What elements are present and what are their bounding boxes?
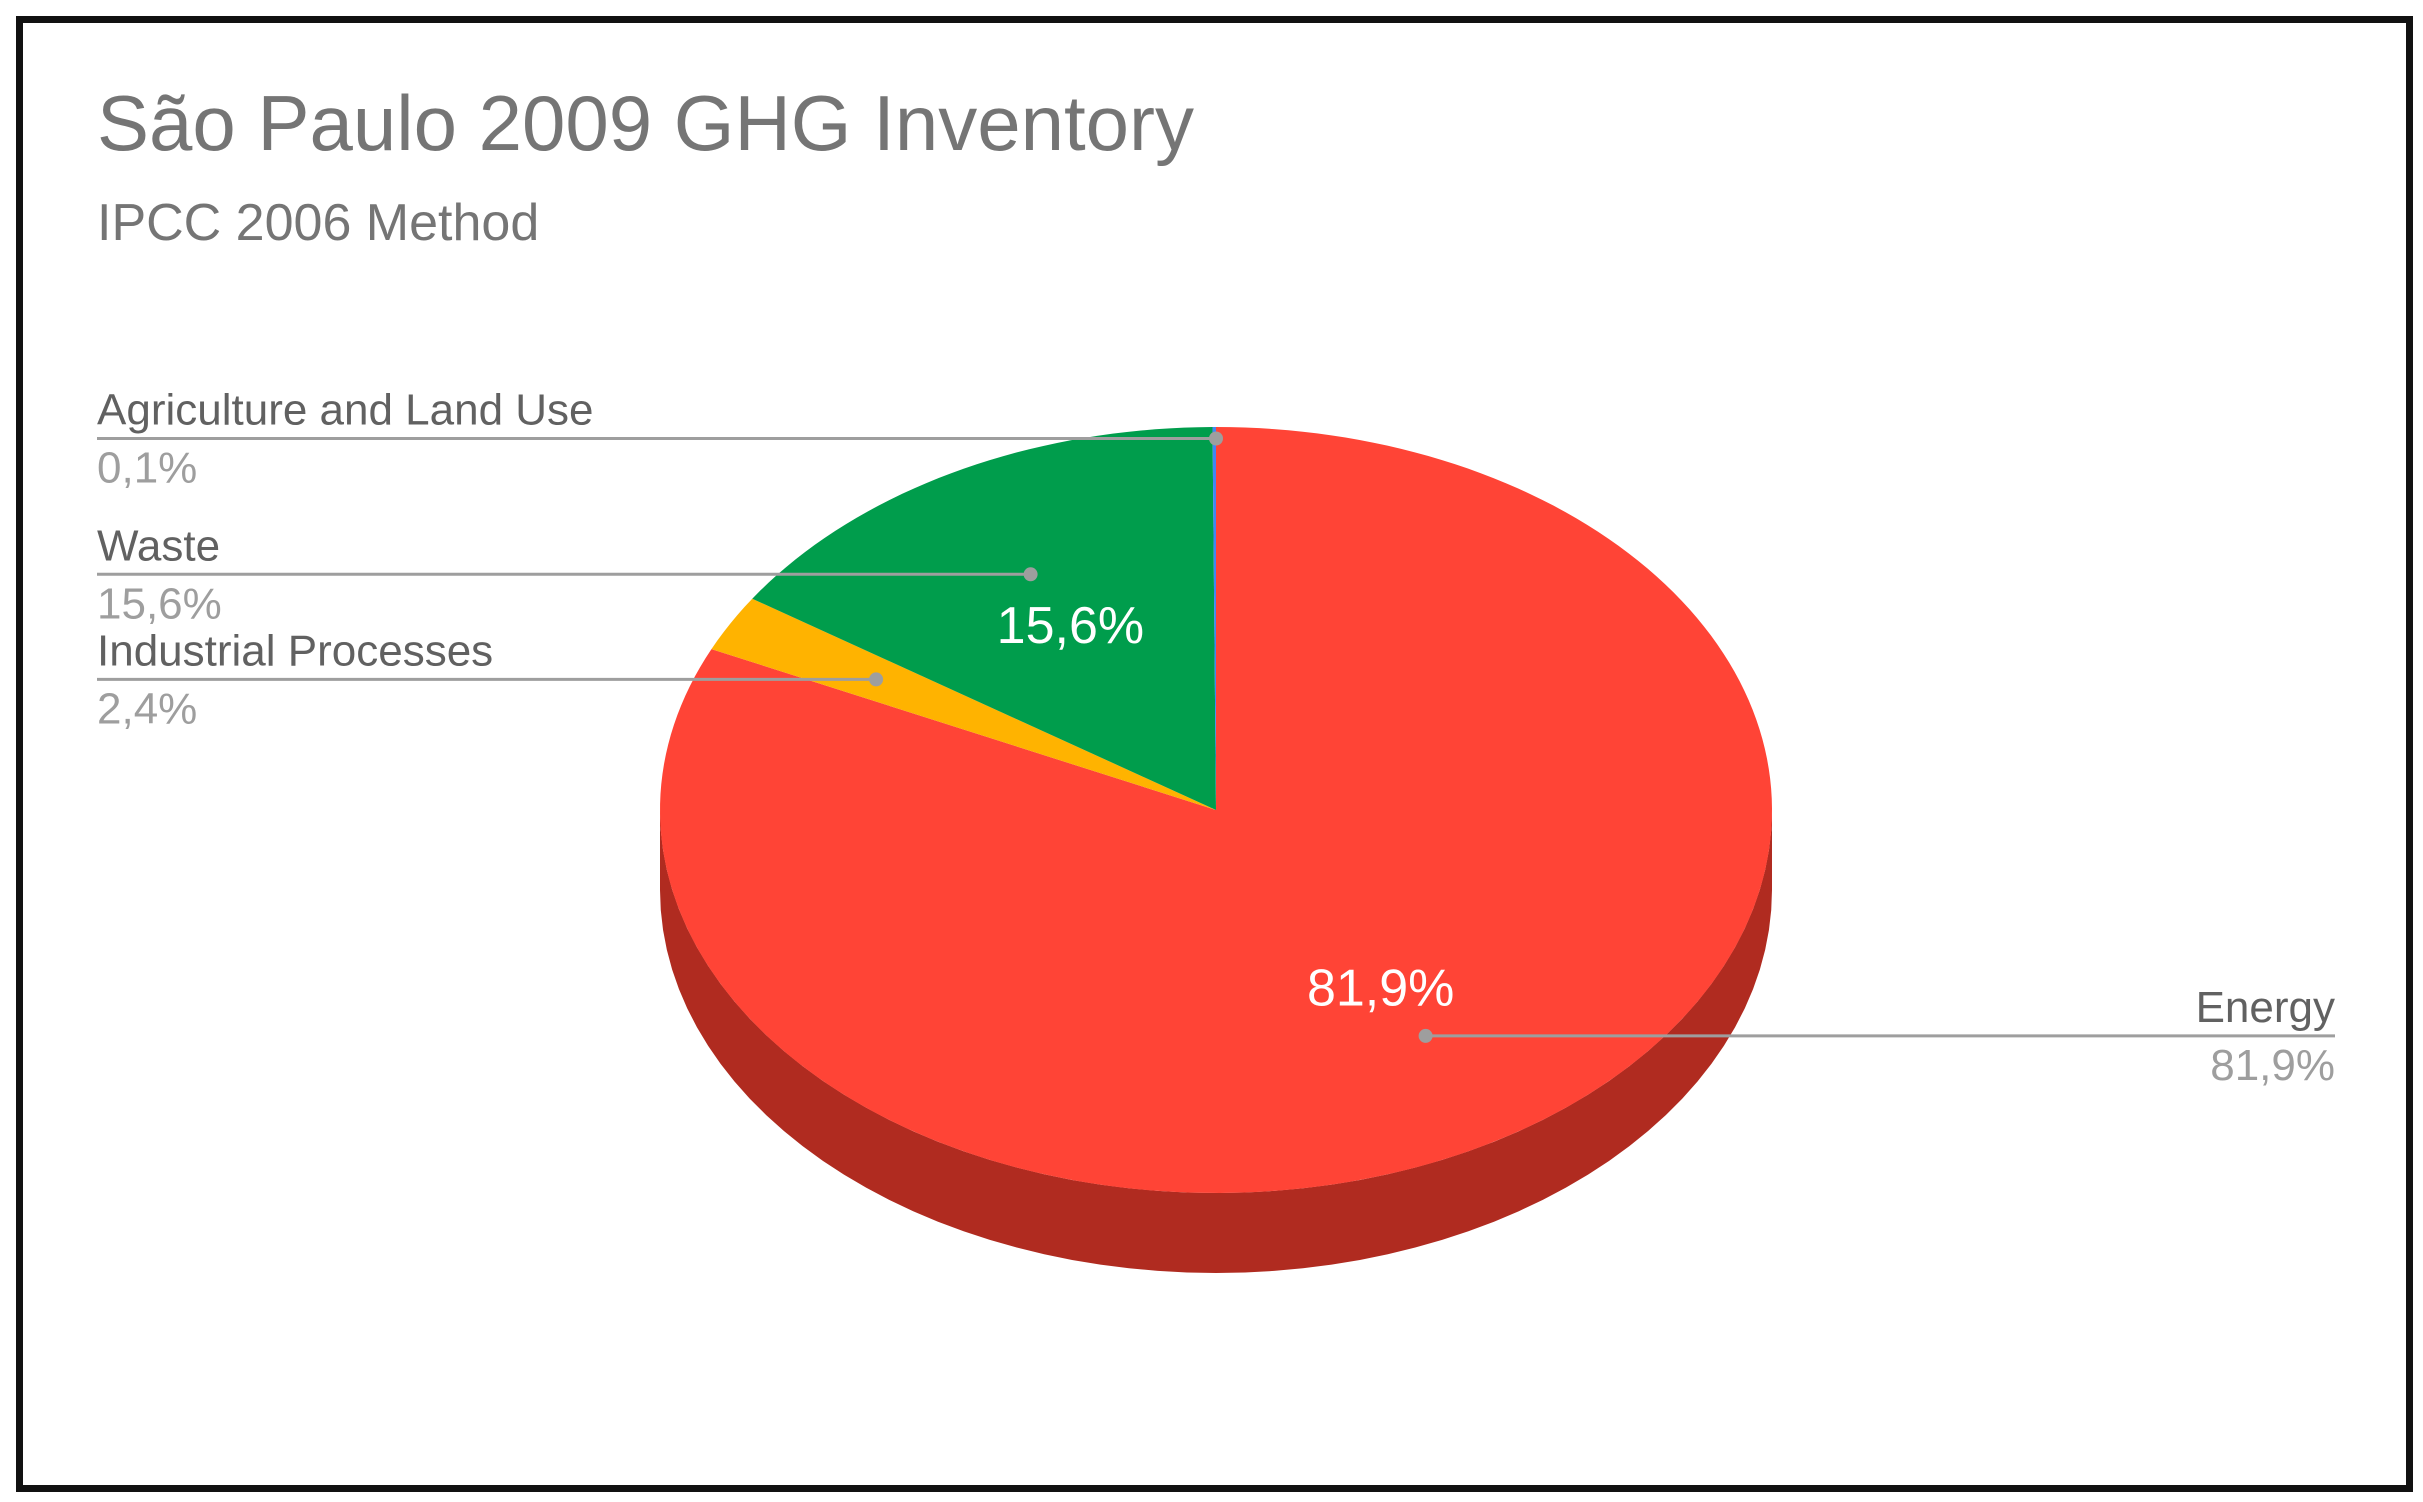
pie-tops: 81,9% 15,6% bbox=[660, 427, 1772, 1193]
slice-industrial-processes bbox=[711, 598, 1216, 810]
leader-dot-industrial-processes bbox=[869, 672, 884, 687]
leader-dot-agriculture-and-land-use bbox=[1209, 431, 1223, 446]
callout-label-agriculture-and-land-use: Agriculture and Land Use bbox=[97, 386, 594, 435]
chart-subtitle: IPCC 2006 Method bbox=[97, 194, 540, 252]
callout-label-energy: Energy bbox=[2196, 983, 2335, 1032]
leader-dot-waste bbox=[1023, 567, 1038, 582]
callout-value-agriculture-and-land-use: 0,1% bbox=[97, 444, 197, 493]
callout-energy: Energy 81,9% bbox=[1418, 983, 2335, 1090]
pie-sides bbox=[660, 810, 1772, 1273]
callout-waste: Waste 15,6% bbox=[97, 521, 1038, 628]
leader-dot-energy bbox=[1418, 1028, 1433, 1043]
callout-agriculture-and-land-use: Agriculture and Land Use 0,1% bbox=[97, 386, 1223, 493]
slice-side-energy bbox=[660, 810, 1772, 1273]
slice-agriculture-and-land-use bbox=[1212, 427, 1216, 810]
callouts: Energy 81,9% Industrial Processes 2,4% Waste… bbox=[97, 386, 2335, 1090]
callout-industrial-processes: Industrial Processes 2,4% bbox=[97, 626, 884, 733]
slice-waste bbox=[752, 427, 1216, 810]
slice-energy bbox=[660, 427, 1772, 1193]
callout-value-industrial-processes: 2,4% bbox=[97, 684, 197, 733]
chart-title: São Paulo 2009 GHG Inventory bbox=[97, 79, 1194, 167]
callout-value-energy: 81,9% bbox=[2210, 1041, 2335, 1090]
inner-label-waste: 15,6% bbox=[997, 597, 1144, 655]
callout-label-waste: Waste bbox=[97, 521, 220, 570]
callout-label-industrial-processes: Industrial Processes bbox=[97, 626, 493, 675]
callout-value-waste: 15,6% bbox=[97, 579, 222, 628]
inner-label-energy: 81,9% bbox=[1307, 960, 1454, 1018]
